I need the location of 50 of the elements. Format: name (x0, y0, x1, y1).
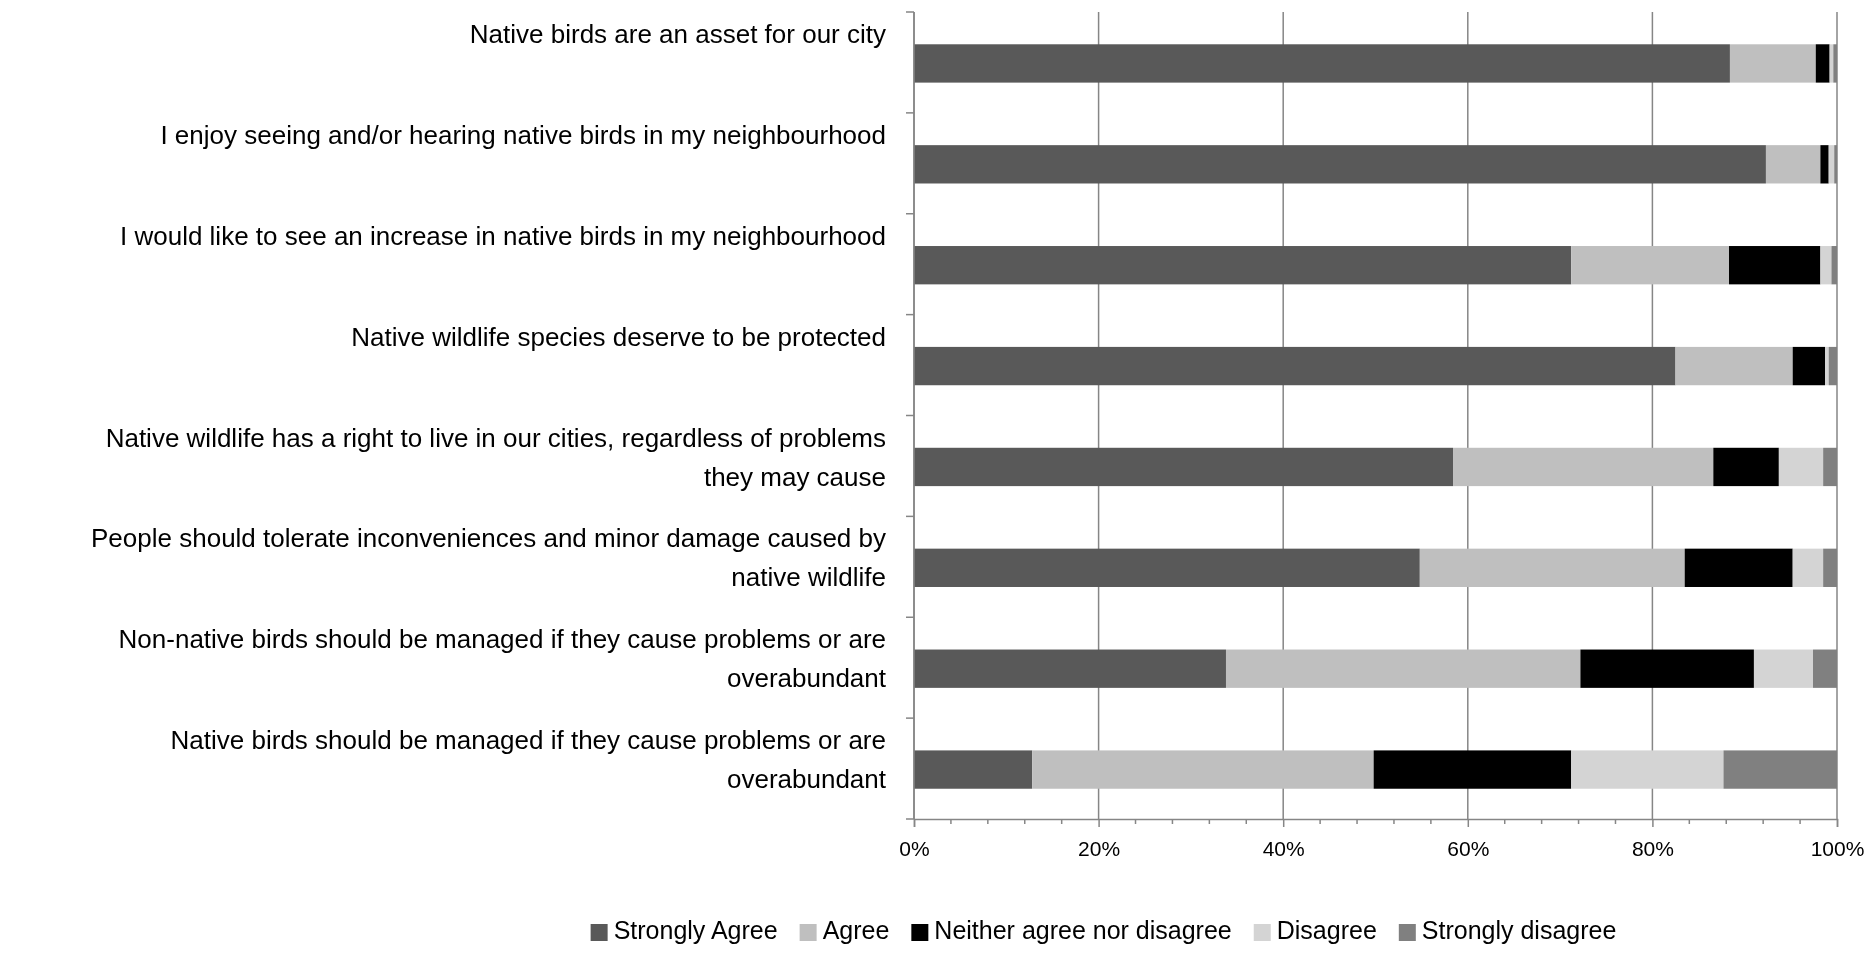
bar (914, 246, 1572, 285)
y-tick-label: Native birds should be managed if they cause problems or are overabundant (170, 725, 887, 795)
bar (1032, 750, 1374, 789)
y-tick-label: I enjoy seeing and/or hearing native birds in my neighbourhood (160, 119, 886, 150)
y-tick-label: Native wildlife has a right to live in our cities, regardless of problems they may cause (105, 422, 886, 492)
bar (914, 447, 1454, 487)
x-tick-label: 20% (1078, 836, 1121, 860)
bar (1729, 44, 1816, 83)
bar (1675, 346, 1793, 386)
bar (914, 44, 1730, 83)
bar (1825, 346, 1829, 386)
legend-label: Agree (822, 916, 890, 944)
bar (1419, 548, 1685, 587)
bar (1792, 548, 1824, 587)
bar (1571, 246, 1730, 285)
y-tick-label: Native birds are an asset for our city (469, 19, 886, 49)
bar (1753, 649, 1813, 688)
legend-label: Strongly disagree (1421, 916, 1617, 944)
y-tick-label: Native wildlife species deserve to be protected (351, 321, 886, 352)
legend-label: Strongly Agree (613, 916, 778, 944)
bar (1778, 447, 1824, 487)
bar (1453, 447, 1714, 487)
legend-label: Neither agree nor disagree (934, 916, 1232, 944)
bar (914, 649, 1226, 688)
bar (914, 145, 1766, 184)
bar (1792, 346, 1826, 386)
bar (914, 750, 1033, 789)
bar (1580, 649, 1754, 688)
x-tick-label: 80% (1631, 836, 1674, 860)
y-tick-label: I would like to see an increase in native birds in my neighbourhood (119, 220, 886, 251)
bar (1828, 145, 1835, 184)
bar (1373, 750, 1572, 789)
bar (1684, 548, 1793, 587)
x-tick-label: 0% (899, 836, 930, 860)
bar (914, 548, 1420, 587)
bar (1765, 145, 1821, 184)
bar (1820, 145, 1829, 184)
bar (914, 346, 1676, 386)
legend-label: Disagree (1276, 916, 1377, 944)
bar (1815, 44, 1830, 83)
bar (1729, 246, 1821, 285)
x-tick-label: 40% (1262, 836, 1305, 860)
x-tick-label: 100% (1810, 836, 1865, 860)
x-tick-label: 60% (1447, 836, 1490, 860)
bar (1225, 649, 1581, 688)
y-tick-label: Non-native birds should be managed if they cause problems or are overabundant (118, 624, 887, 694)
bar (1820, 246, 1832, 285)
bar (1571, 750, 1724, 789)
y-tick-label: People should tolerate inconveniences and minor damage caused by native wildlife (91, 523, 886, 593)
bar (1713, 447, 1779, 487)
